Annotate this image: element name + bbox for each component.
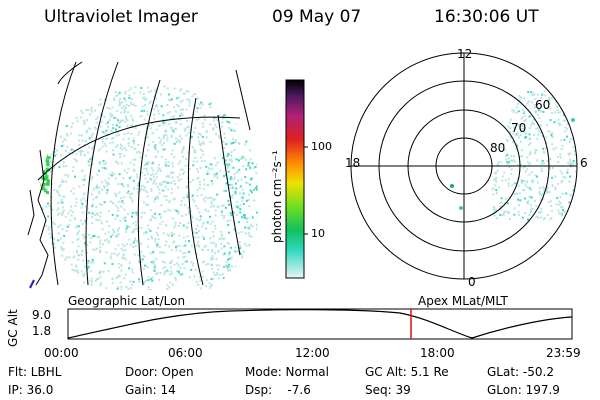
polar-mlt-plot: [350, 52, 578, 280]
lat-lon-grid: [37, 61, 251, 286]
time-tick-2359: 23:59: [546, 346, 581, 360]
info-glon: GLon: 197.9: [487, 383, 560, 397]
colorbar-tick-10: 10: [311, 227, 325, 240]
gc-alt-axis-title: GC Alt: [6, 309, 20, 347]
info-door: Door: Open: [125, 365, 194, 379]
time-tick-1800: 18:00: [420, 346, 455, 360]
info-glat: GLat: -50.2: [487, 365, 554, 379]
polar-emission-speckle: [491, 90, 577, 222]
time-label: 16:30:06 UT: [434, 7, 539, 27]
mlt-label-0: 0: [468, 275, 476, 289]
gc-alt-tick-high: 9.0: [32, 308, 52, 322]
timeline-right-label: Apex MLat/MLT: [418, 294, 508, 308]
mlt-label-12: 12: [457, 47, 473, 61]
mlt-label-18: 18: [345, 156, 361, 170]
info-gain: Gain: 14: [125, 383, 176, 397]
colorbar-unit-label: photon cm⁻²s⁻¹: [270, 150, 284, 243]
mlat-label-80: 80: [490, 141, 506, 155]
mlat-label-60: 60: [535, 98, 551, 112]
info-gc-alt: GC Alt: 5.1 Re: [365, 365, 449, 379]
mlt-label-6: 6: [580, 156, 588, 170]
coastline-blue: [29, 279, 35, 289]
mlat-label-70: 70: [511, 121, 527, 135]
info-flt: Flt: LBHL: [8, 365, 62, 379]
time-tick-0000: 00:00: [44, 346, 79, 360]
time-tick-0600: 06:00: [168, 346, 203, 360]
instrument-title: Ultraviolet Imager: [44, 7, 198, 27]
polar-grid: [350, 52, 578, 280]
info-dsp: Dsp: -7.6: [245, 383, 311, 397]
info-ip: IP: 36.0: [8, 383, 54, 397]
date-label: 09 May 07: [272, 7, 362, 27]
altitude-timeline-plot: [67, 308, 573, 340]
earth-disk-image: [27, 61, 258, 290]
timeline-left-label: Geographic Lat/Lon: [68, 294, 186, 308]
colorbar-tick-100: 100: [311, 140, 332, 153]
coastline: [27, 149, 49, 286]
time-tick-1200: 12:00: [295, 346, 330, 360]
emission-speckle: [40, 85, 258, 290]
color-bar: [285, 79, 308, 279]
info-seq: Seq: 39: [365, 383, 411, 397]
gc-alt-tick-low: 1.8: [32, 324, 52, 338]
info-mode: Mode: Normal: [245, 365, 329, 379]
